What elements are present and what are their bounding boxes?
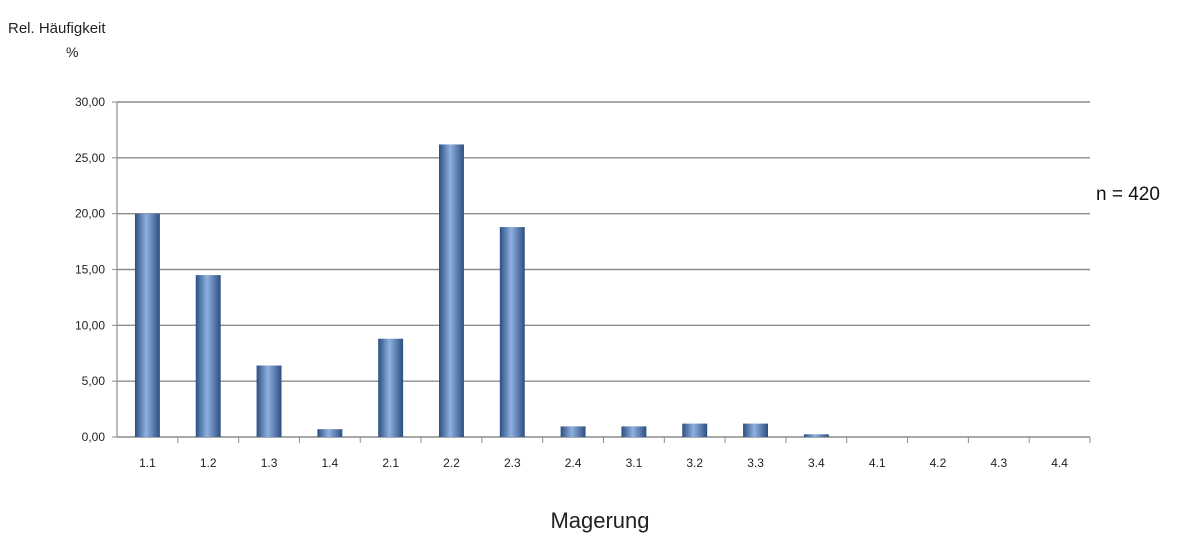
x-tick-label: 4.1 bbox=[869, 456, 886, 470]
bar-1.4 bbox=[317, 429, 343, 437]
x-tick-label: 1.2 bbox=[200, 456, 217, 470]
y-tick-label: 0,00 bbox=[82, 430, 106, 444]
x-axis-label: Magerung bbox=[550, 508, 649, 533]
x-tick-label: 1.3 bbox=[261, 456, 278, 470]
x-tick-label: 3.2 bbox=[686, 456, 703, 470]
bar-2.4 bbox=[560, 426, 586, 437]
x-tick-labels: 1.1 1.2 1.3 1.4 2.1 2.2 2.3 2.4 3.1 3.2 3.3 3.4 4.1 4… bbox=[139, 456, 1068, 470]
x-tick-label: 2.1 bbox=[382, 456, 399, 470]
x-tick-label: 4.2 bbox=[930, 456, 947, 470]
x-tick-label: 3.3 bbox=[747, 456, 764, 470]
x-tick-label: 4.3 bbox=[990, 456, 1007, 470]
x-tick-label: 1.1 bbox=[139, 456, 156, 470]
gridlines bbox=[117, 101, 1090, 382]
bar-3.3 bbox=[743, 423, 768, 437]
bar-2.3 bbox=[499, 227, 525, 437]
bar-1.1 bbox=[134, 213, 160, 437]
x-tick-label: 4.4 bbox=[1051, 456, 1068, 470]
bar-3.2 bbox=[682, 423, 708, 437]
y-tick-label: 30,00 bbox=[75, 95, 105, 109]
y-tick-label: 25,00 bbox=[75, 151, 105, 165]
bar-3.1 bbox=[621, 426, 647, 437]
bar-2.2 bbox=[439, 144, 464, 437]
sample-size-annotation: n = 420 bbox=[1096, 184, 1160, 205]
y-tick-label: 15,00 bbox=[75, 263, 105, 277]
x-tick-label: 2.2 bbox=[443, 456, 460, 470]
x-tick-label: 3.4 bbox=[808, 456, 825, 470]
bar-3.4 bbox=[803, 434, 829, 437]
bars bbox=[134, 144, 829, 437]
y-tick-label: 5,00 bbox=[82, 374, 106, 388]
x-tick-label: 3.1 bbox=[626, 456, 643, 470]
x-tick-label: 2.4 bbox=[565, 456, 582, 470]
bar-1.2 bbox=[195, 275, 221, 437]
y-axis-label: Rel. Häufigkeit bbox=[8, 20, 106, 37]
y-tick-labels: 0,00 5,00 10,00 15,00 20,00 25,00 30,00 bbox=[75, 95, 105, 444]
y-axis-unit: % bbox=[66, 44, 78, 60]
x-tick-label: 2.3 bbox=[504, 456, 521, 470]
bar-2.1 bbox=[378, 338, 404, 437]
x-tick-label: 1.4 bbox=[322, 456, 339, 470]
y-tick-label: 20,00 bbox=[75, 207, 105, 221]
y-tick-label: 10,00 bbox=[75, 318, 105, 332]
bar-1.3 bbox=[256, 365, 282, 437]
